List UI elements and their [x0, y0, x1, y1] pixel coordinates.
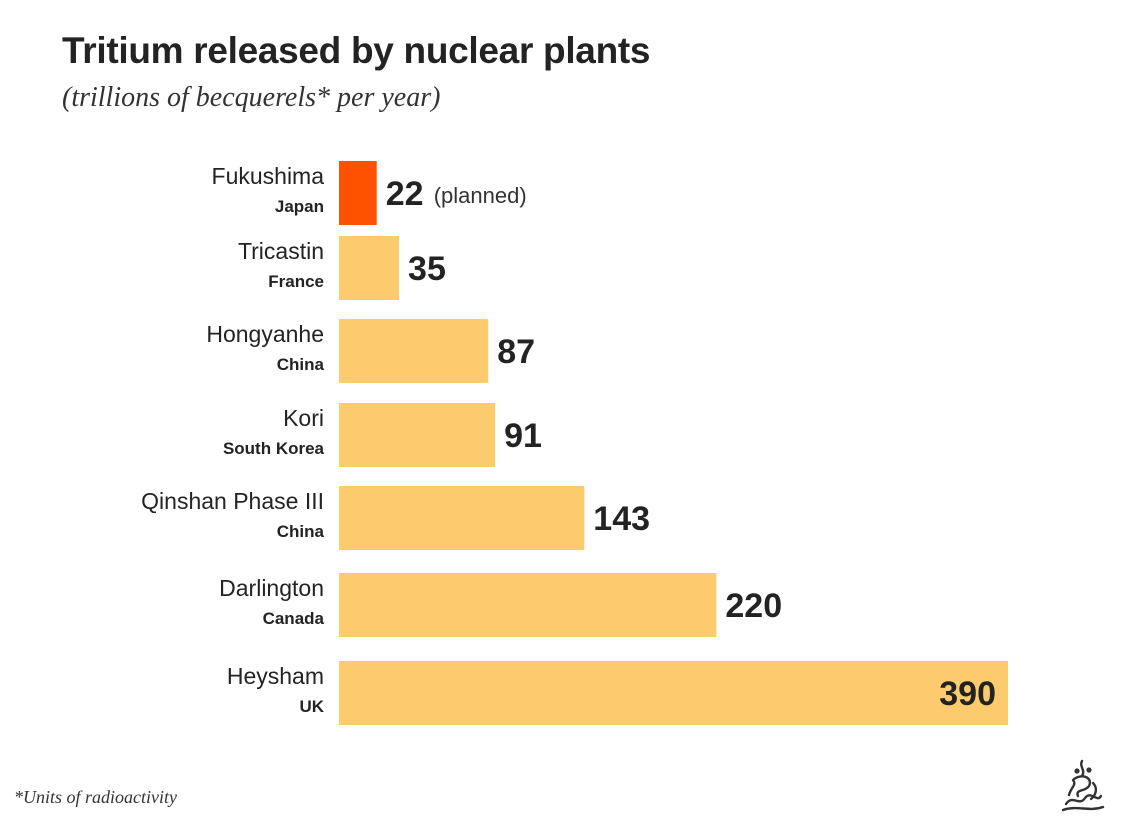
value-label-4: 143: [593, 500, 650, 538]
country-label-1: France: [268, 272, 324, 291]
category-label-4: Qinshan Phase III: [141, 488, 324, 514]
category-label-2: Hongyanhe: [206, 321, 324, 347]
value-label-3: 91: [504, 417, 542, 455]
value-label-0: 22: [386, 175, 424, 213]
bar-0: [339, 161, 377, 225]
bar-2: [339, 319, 489, 383]
category-label-3: Kori: [283, 405, 324, 431]
country-label-0: Japan: [275, 197, 324, 216]
country-label-5: Canada: [263, 609, 325, 628]
category-label-1: Tricastin: [238, 238, 324, 264]
footnote: *Units of radioactivity: [14, 787, 177, 807]
value-label-6: 390: [939, 675, 996, 713]
category-label-0: Fukushima: [212, 163, 325, 189]
bar-4: [339, 486, 585, 550]
category-label-6: Heysham: [227, 663, 324, 689]
bar-5: [339, 573, 717, 637]
bar-6: [339, 661, 1008, 725]
bar-1: [339, 236, 400, 300]
bar-3: [339, 403, 496, 467]
value-label-2: 87: [497, 333, 535, 371]
country-label-4: China: [277, 522, 325, 541]
annotation-label-0: (planned): [434, 183, 527, 208]
chart-subtitle: (trillions of becquerels* per year): [62, 82, 441, 113]
broadcaster-calligraphy-logo-icon: [1061, 759, 1105, 812]
chart-title: Tritium released by nuclear plants: [62, 30, 651, 71]
country-label-6: UK: [299, 697, 324, 716]
country-label-2: China: [277, 355, 325, 374]
value-label-5: 220: [725, 587, 782, 625]
category-label-5: Darlington: [219, 575, 324, 601]
country-label-3: South Korea: [223, 439, 325, 458]
value-label-1: 35: [408, 250, 446, 288]
